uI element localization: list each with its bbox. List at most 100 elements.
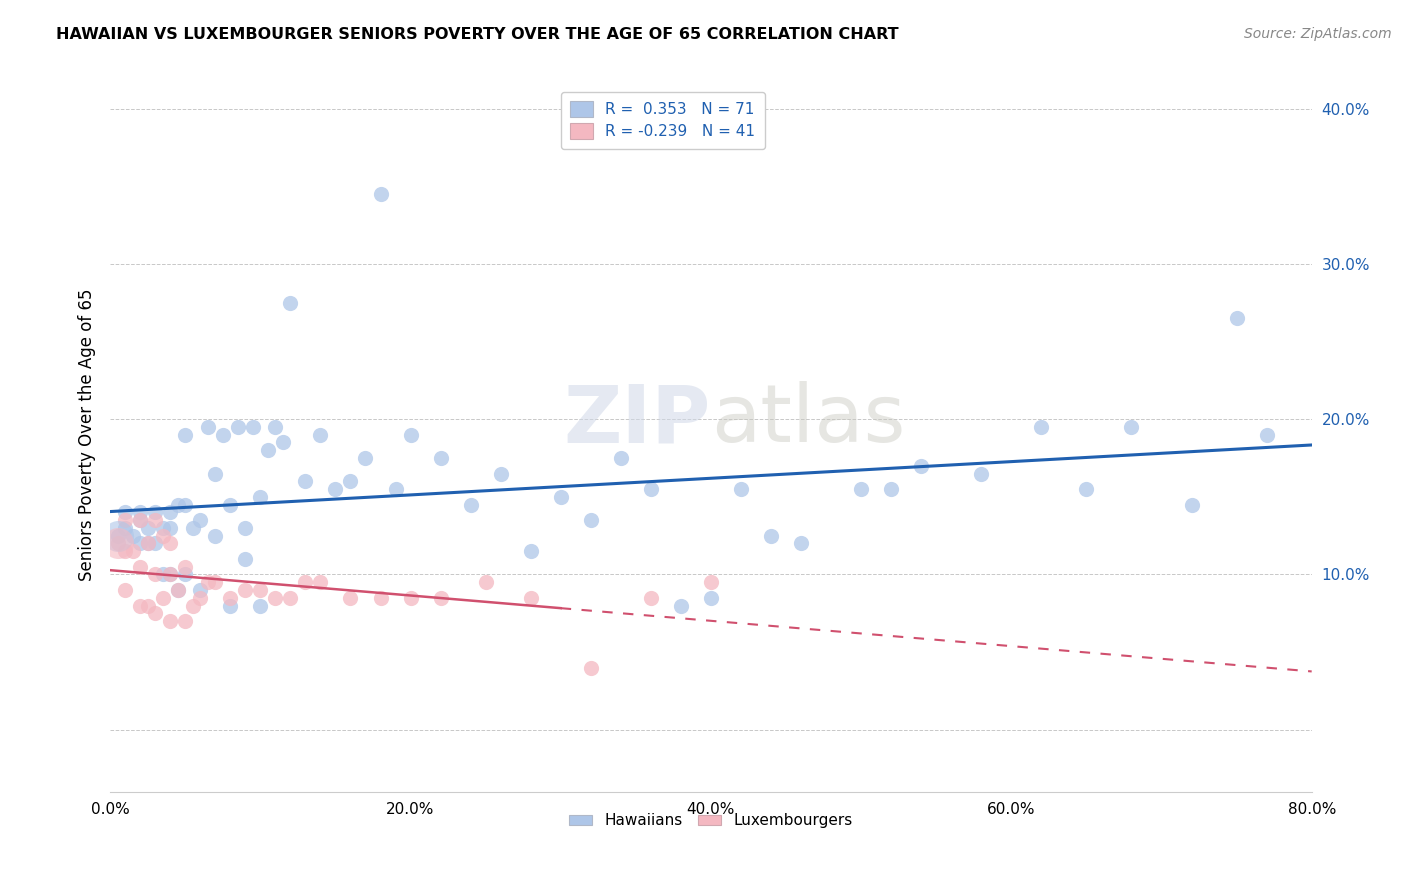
Point	[640, 482, 662, 496]
Point	[669, 599, 692, 613]
Point	[550, 490, 572, 504]
Point	[325, 482, 347, 496]
Legend: Hawaiians, Luxembourgers: Hawaiians, Luxembourgers	[564, 807, 859, 834]
Point	[143, 513, 166, 527]
Point	[1076, 482, 1098, 496]
Point	[219, 591, 242, 605]
Point	[640, 591, 662, 605]
Point	[159, 614, 181, 628]
Point	[233, 521, 256, 535]
Point	[910, 458, 932, 473]
Point	[294, 475, 316, 489]
Point	[579, 661, 602, 675]
Point	[166, 498, 188, 512]
Point	[181, 599, 204, 613]
Point	[354, 450, 377, 465]
Text: atlas: atlas	[711, 382, 905, 459]
Point	[143, 567, 166, 582]
Point	[1121, 420, 1143, 434]
Point	[219, 498, 242, 512]
Point	[129, 599, 152, 613]
Point	[211, 427, 233, 442]
Point	[1256, 427, 1278, 442]
Point	[271, 435, 294, 450]
Point	[188, 582, 211, 597]
Point	[166, 582, 188, 597]
Point	[700, 591, 723, 605]
Point	[159, 567, 181, 582]
Point	[174, 567, 197, 582]
Point	[849, 482, 872, 496]
Point	[219, 599, 242, 613]
Point	[249, 599, 271, 613]
Point	[384, 482, 406, 496]
Point	[129, 513, 152, 527]
Point	[143, 536, 166, 550]
Point	[790, 536, 813, 550]
Point	[114, 513, 136, 527]
Point	[1226, 311, 1249, 326]
Point	[152, 521, 174, 535]
Point	[159, 567, 181, 582]
Point	[579, 513, 602, 527]
Point	[1031, 420, 1053, 434]
Point	[107, 529, 129, 543]
Point	[114, 505, 136, 519]
Y-axis label: Seniors Poverty Over the Age of 65: Seniors Poverty Over the Age of 65	[79, 288, 96, 581]
Point	[429, 591, 451, 605]
Point	[204, 529, 226, 543]
Point	[280, 591, 302, 605]
Point	[264, 420, 287, 434]
Point	[188, 591, 211, 605]
Point	[197, 575, 219, 590]
Point	[233, 552, 256, 566]
Point	[136, 599, 159, 613]
Point	[309, 575, 332, 590]
Point	[264, 591, 287, 605]
Point	[188, 513, 211, 527]
Text: HAWAIIAN VS LUXEMBOURGER SENIORS POVERTY OVER THE AGE OF 65 CORRELATION CHART: HAWAIIAN VS LUXEMBOURGER SENIORS POVERTY…	[56, 27, 898, 42]
Point	[474, 575, 496, 590]
Point	[107, 536, 129, 550]
Point	[204, 467, 226, 481]
Point	[249, 490, 271, 504]
Point	[121, 544, 143, 558]
Point	[114, 521, 136, 535]
Point	[197, 420, 219, 434]
Point	[460, 498, 482, 512]
Point	[610, 450, 633, 465]
Point	[129, 559, 152, 574]
Point	[519, 591, 541, 605]
Point	[129, 513, 152, 527]
Point	[174, 559, 197, 574]
Point	[226, 420, 249, 434]
Point	[152, 567, 174, 582]
Point	[730, 482, 752, 496]
Point	[136, 536, 159, 550]
Point	[129, 505, 152, 519]
Point	[249, 582, 271, 597]
Text: ZIP: ZIP	[564, 382, 711, 459]
Point	[107, 529, 129, 543]
Point	[143, 607, 166, 621]
Point	[1180, 498, 1202, 512]
Point	[114, 544, 136, 558]
Point	[280, 295, 302, 310]
Point	[489, 467, 512, 481]
Point	[114, 582, 136, 597]
Point	[399, 591, 422, 605]
Point	[174, 614, 197, 628]
Point	[399, 427, 422, 442]
Point	[136, 536, 159, 550]
Point	[204, 575, 226, 590]
Point	[129, 536, 152, 550]
Point	[107, 536, 129, 550]
Point	[880, 482, 903, 496]
Point	[174, 427, 197, 442]
Point	[242, 420, 264, 434]
Point	[370, 591, 392, 605]
Point	[121, 529, 143, 543]
Point	[136, 521, 159, 535]
Point	[181, 521, 204, 535]
Point	[339, 475, 361, 489]
